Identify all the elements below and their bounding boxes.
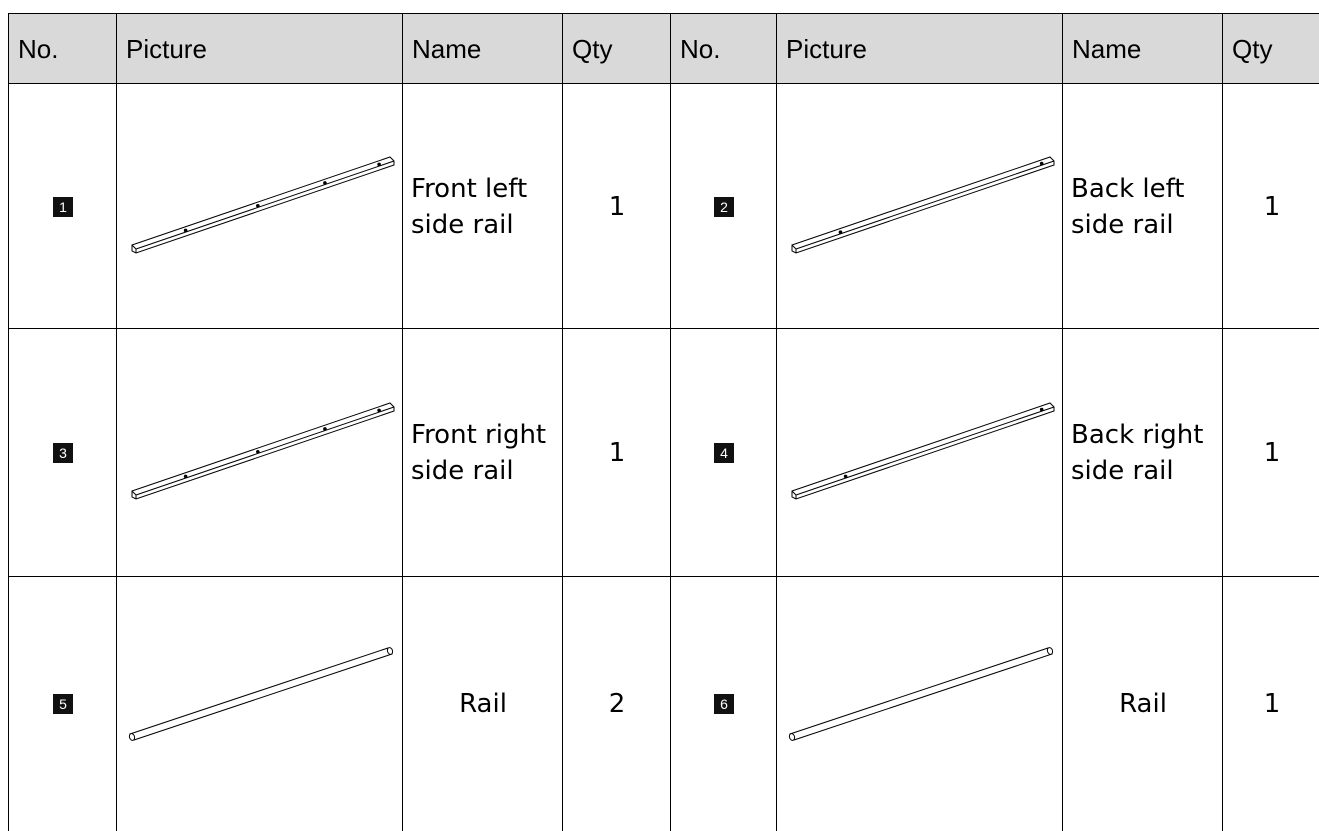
- part-badge: 4: [714, 443, 734, 463]
- name-line: side rail: [1071, 456, 1174, 486]
- rail-drawing: [791, 155, 1054, 254]
- qty-cell: 1: [1222, 328, 1319, 577]
- name-line: Rail: [1119, 689, 1167, 719]
- number-cell: 6: [670, 576, 777, 831]
- part-badge: 3: [53, 443, 73, 463]
- number-cell: 1: [8, 83, 117, 329]
- picture-cell: [116, 576, 403, 831]
- header-cell: Name: [402, 13, 563, 84]
- name-line: Front right: [411, 420, 547, 450]
- qty-cell: 1: [562, 328, 671, 577]
- picture-cell: [776, 576, 1063, 831]
- picture-cell: [116, 83, 403, 329]
- qty-cell: 1: [1222, 83, 1319, 329]
- name-line: Back left: [1071, 173, 1185, 204]
- header-cell: No.: [670, 13, 777, 84]
- name-line: Rail: [459, 689, 507, 719]
- name-cell: Back right side rail: [1062, 328, 1223, 577]
- rail-drawing: [791, 402, 1054, 500]
- header-cell: Qty: [1222, 13, 1319, 84]
- qty-cell: 1: [1222, 576, 1319, 831]
- header-cell: Picture: [116, 13, 403, 84]
- part-badge: 5: [53, 694, 73, 714]
- rail-drawing: [131, 402, 394, 500]
- number-cell: 3: [8, 328, 117, 577]
- name-line: Front left: [411, 173, 528, 204]
- header-cell: Name: [1062, 13, 1223, 84]
- picture-cell: [776, 83, 1063, 329]
- rail-drawing: [131, 155, 394, 254]
- rail-drawing: [128, 647, 393, 741]
- number-cell: 5: [8, 576, 117, 831]
- name-line: side rail: [1071, 209, 1174, 240]
- name-line: side rail: [411, 456, 514, 486]
- header-cell: Qty: [562, 13, 671, 84]
- name-cell: Front left side rail: [402, 83, 563, 329]
- name-line: side rail: [411, 209, 514, 240]
- qty-cell: 2: [562, 576, 671, 831]
- picture-cell: [776, 328, 1063, 577]
- number-cell: 4: [670, 328, 777, 577]
- name-cell: Rail: [402, 576, 563, 831]
- qty-cell: 1: [562, 83, 671, 329]
- part-badge: 1: [53, 196, 73, 217]
- header-cell: Picture: [776, 13, 1063, 84]
- header-cell: No.: [8, 13, 117, 84]
- picture-cell: [116, 328, 403, 577]
- name-cell: Back left side rail: [1062, 83, 1223, 329]
- rail-drawing: [788, 647, 1053, 741]
- name-cell: Rail: [1062, 576, 1223, 831]
- part-badge: 6: [714, 694, 734, 714]
- part-badge: 2: [714, 196, 734, 217]
- number-cell: 2: [670, 83, 777, 329]
- name-line: Back right: [1071, 420, 1204, 450]
- name-cell: Front right side rail: [402, 328, 563, 577]
